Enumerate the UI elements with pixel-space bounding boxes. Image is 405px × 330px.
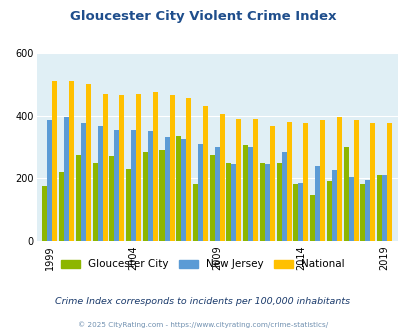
Bar — [309, 195, 314, 241]
Bar — [386, 123, 391, 241]
Bar — [76, 155, 81, 241]
Bar — [343, 147, 347, 241]
Bar — [92, 163, 97, 241]
Bar — [159, 150, 164, 241]
Bar — [209, 155, 214, 241]
Bar — [47, 120, 52, 241]
Bar — [381, 175, 386, 241]
Bar — [353, 120, 358, 241]
Text: Crime Index corresponds to incidents per 100,000 inhabitants: Crime Index corresponds to incidents per… — [55, 297, 350, 306]
Bar — [102, 94, 107, 241]
Bar — [169, 95, 174, 241]
Bar — [376, 175, 381, 241]
Bar — [52, 81, 58, 241]
Bar — [176, 136, 181, 241]
Bar — [314, 166, 319, 241]
Bar — [264, 164, 269, 241]
Bar — [319, 120, 324, 241]
Bar — [253, 119, 258, 241]
Bar — [214, 147, 219, 241]
Bar — [192, 184, 198, 241]
Bar — [114, 130, 119, 241]
Bar — [236, 119, 241, 241]
Bar — [147, 131, 152, 241]
Bar — [152, 92, 158, 241]
Bar — [247, 147, 253, 241]
Bar — [86, 84, 91, 241]
Bar — [219, 114, 224, 241]
Bar — [143, 151, 147, 241]
Bar — [326, 182, 331, 241]
Bar — [81, 123, 86, 241]
Bar — [364, 180, 369, 241]
Bar — [64, 117, 69, 241]
Bar — [347, 177, 353, 241]
Text: Gloucester City Violent Crime Index: Gloucester City Violent Crime Index — [70, 10, 335, 23]
Bar — [336, 117, 341, 241]
Bar — [131, 130, 136, 241]
Bar — [119, 95, 124, 241]
Bar — [109, 156, 114, 241]
Text: © 2025 CityRating.com - https://www.cityrating.com/crime-statistics/: © 2025 CityRating.com - https://www.city… — [78, 322, 327, 328]
Bar — [69, 81, 74, 241]
Bar — [198, 144, 202, 241]
Bar — [226, 163, 231, 241]
Bar — [202, 106, 207, 241]
Bar — [281, 151, 286, 241]
Bar — [42, 186, 47, 241]
Bar — [181, 139, 186, 241]
Bar — [259, 163, 264, 241]
Bar — [369, 123, 374, 241]
Bar — [276, 163, 281, 241]
Bar — [269, 126, 274, 241]
Bar — [136, 94, 141, 241]
Bar — [97, 126, 102, 241]
Bar — [303, 123, 308, 241]
Bar — [243, 145, 247, 241]
Bar — [292, 184, 298, 241]
Bar — [164, 137, 169, 241]
Bar — [126, 169, 131, 241]
Bar — [231, 164, 236, 241]
Bar — [186, 98, 191, 241]
Bar — [359, 184, 364, 241]
Bar — [298, 183, 303, 241]
Bar — [286, 122, 291, 241]
Legend: Gloucester City, New Jersey, National: Gloucester City, New Jersey, National — [57, 255, 348, 274]
Bar — [59, 172, 64, 241]
Bar — [331, 170, 336, 241]
